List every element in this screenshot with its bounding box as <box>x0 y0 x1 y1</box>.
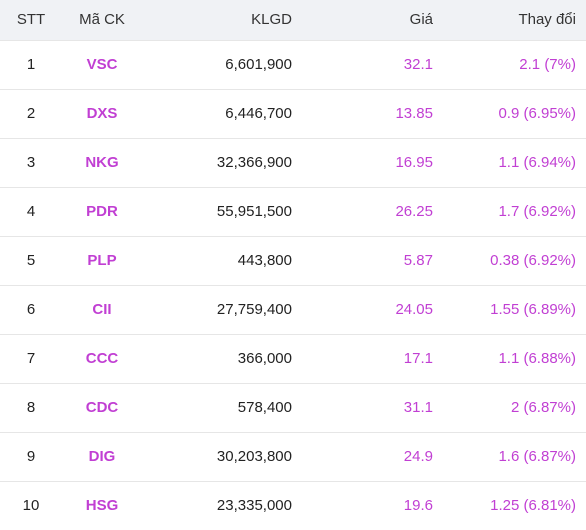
stock-code-link[interactable]: PLP <box>87 252 117 269</box>
cell-volume: 32,366,900 <box>216 154 292 171</box>
change-value: 0.9 (6.95%) <box>498 105 576 122</box>
change-value: 1.1 (6.94%) <box>498 154 576 171</box>
cell-price: 24.9 <box>403 448 433 465</box>
cell-stt: 4 <box>26 203 36 220</box>
table-header: STT Mã CK KLGD Giá Thay đổi <box>0 0 586 40</box>
header-price-label: Giá <box>409 11 433 29</box>
cell-volume: 6,601,900 <box>225 56 292 73</box>
header-stt[interactable]: STT <box>16 11 46 29</box>
cell-price: 17.1 <box>403 350 433 367</box>
change-value: 1.7 (6.92%) <box>498 203 576 220</box>
change-value: 1.25 (6.81%) <box>490 497 576 515</box>
cell-stock-code[interactable]: CDC <box>62 383 142 432</box>
header-stock-code[interactable]: Mã CK <box>79 11 125 29</box>
cell-stock-code[interactable]: DIG <box>62 432 142 481</box>
cell-price: 24.05 <box>395 301 433 318</box>
cell-volume: 27,759,400 <box>216 301 292 318</box>
cell-price: 31.1 <box>403 399 433 416</box>
cell-stock-code[interactable]: PDR <box>62 187 142 236</box>
table-row[interactable]: 8 CDC 578,400 31.1 2 (6.87%) <box>0 383 586 432</box>
cell-stock-code[interactable]: PLP <box>62 236 142 285</box>
cell-change: 0.9 (6.95%) <box>433 89 586 138</box>
cell-stock-code[interactable]: DXS <box>62 89 142 138</box>
stock-code-link[interactable]: NKG <box>85 154 119 171</box>
cell-price: 19.6 <box>403 497 433 515</box>
cell-change: 2 (6.87%) <box>433 383 586 432</box>
stock-code-link[interactable]: CDC <box>85 399 119 416</box>
cell-change: 1.6 (6.87%) <box>433 432 586 481</box>
table-row[interactable]: 9 DIG 30,203,800 24.9 1.6 (6.87%) <box>0 432 586 481</box>
table-row[interactable]: 4 PDR 55,951,500 26.25 1.7 (6.92%) <box>0 187 586 236</box>
cell-stock-code[interactable]: VSC <box>62 40 142 89</box>
header-change[interactable]: Thay đổi <box>433 0 586 40</box>
stock-code-link[interactable]: DIG <box>88 448 116 465</box>
change-value: 1.55 (6.89%) <box>490 301 576 318</box>
table-row[interactable]: 6 CII 27,759,400 24.05 1.55 (6.89%) <box>0 285 586 334</box>
cell-price: 32.1 <box>403 56 433 73</box>
stock-code-link[interactable]: DXS <box>86 105 118 122</box>
cell-volume: 366,000 <box>237 350 292 367</box>
stock-code-link[interactable]: HSG <box>85 497 119 515</box>
table-row[interactable]: 1 VSC 6,601,900 32.1 2.1 (7%) <box>0 40 586 89</box>
cell-change: 1.1 (6.88%) <box>433 334 586 383</box>
cell-change: 0.38 (6.92%) <box>433 236 586 285</box>
cell-price: 16.95 <box>395 154 433 171</box>
cell-change: 1.1 (6.94%) <box>433 138 586 187</box>
change-value: 2 (6.87%) <box>510 399 576 416</box>
stock-code-link[interactable]: PDR <box>86 203 118 220</box>
stock-code-link[interactable]: VSC <box>86 56 118 73</box>
header-change-label: Thay đổi <box>518 11 576 29</box>
cell-volume: 30,203,800 <box>216 448 292 465</box>
cell-price: 13.85 <box>395 105 433 122</box>
cell-stt: 1 <box>26 56 36 73</box>
change-value: 2.1 (7%) <box>519 56 576 73</box>
cell-price: 5.87 <box>403 252 433 269</box>
cell-stt: 2 <box>26 105 36 122</box>
cell-change: 1.7 (6.92%) <box>433 187 586 236</box>
cell-stt: 5 <box>26 252 36 269</box>
cell-volume: 6,446,700 <box>225 105 292 122</box>
cell-stt: 6 <box>26 301 36 318</box>
table-body: 1 VSC 6,601,900 32.1 2.1 (7%) 2 DXS 6,446,700 13… <box>0 40 586 530</box>
cell-stt: 10 <box>22 497 40 515</box>
cell-change: 2.1 (7%) <box>433 40 586 89</box>
table-row[interactable]: 10 HSG 23,335,000 19.6 1.25 (6.81%) <box>0 481 586 530</box>
cell-volume: 23,335,000 <box>216 497 292 515</box>
cell-stock-code[interactable]: CII <box>62 285 142 334</box>
cell-change: 1.25 (6.81%) <box>433 481 586 530</box>
header-volume[interactable]: KLGD <box>251 11 292 29</box>
table-row[interactable]: 7 CCC 366,000 17.1 1.1 (6.88%) <box>0 334 586 383</box>
table-row[interactable]: 3 NKG 32,366,900 16.95 1.1 (6.94%) <box>0 138 586 187</box>
cell-stock-code[interactable]: CCC <box>62 334 142 383</box>
cell-stt: 3 <box>26 154 36 171</box>
change-value: 1.6 (6.87%) <box>498 448 576 465</box>
cell-price: 26.25 <box>395 203 433 220</box>
cell-stock-code[interactable]: NKG <box>62 138 142 187</box>
cell-stt: 7 <box>26 350 36 367</box>
cell-volume: 443,800 <box>237 252 292 269</box>
change-value: 0.38 (6.92%) <box>490 252 576 269</box>
table-row[interactable]: 2 DXS 6,446,700 13.85 0.9 (6.95%) <box>0 89 586 138</box>
cell-volume: 578,400 <box>237 399 292 416</box>
cell-stt: 9 <box>26 448 36 465</box>
table-header-row: STT Mã CK KLGD Giá Thay đổi <box>0 0 586 40</box>
header-price[interactable]: Giá <box>292 0 433 40</box>
cell-stock-code[interactable]: HSG <box>62 481 142 530</box>
stock-code-link[interactable]: CCC <box>85 350 119 367</box>
cell-stt: 8 <box>26 399 36 416</box>
change-value: 1.1 (6.88%) <box>498 350 576 367</box>
stock-code-link[interactable]: CII <box>92 301 112 318</box>
cell-volume: 55,951,500 <box>216 203 292 220</box>
table-row[interactable]: 5 PLP 443,800 5.87 0.38 (6.92%) <box>0 236 586 285</box>
cell-change: 1.55 (6.89%) <box>433 285 586 334</box>
